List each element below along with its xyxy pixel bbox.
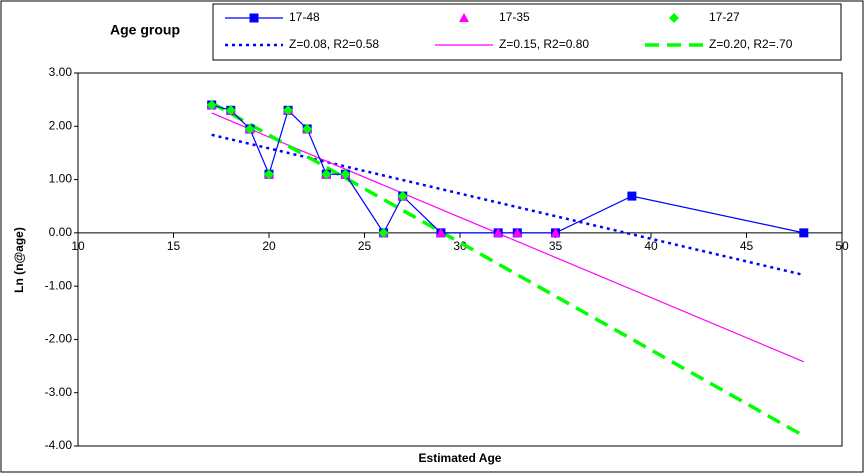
data-point [340, 169, 351, 180]
series-line [211, 104, 804, 235]
data-point [206, 99, 217, 110]
x-tick-label: 50 [835, 239, 849, 253]
legend-marker [669, 13, 679, 23]
legend-box [212, 3, 842, 61]
legend-label: 17-48 [289, 10, 320, 24]
data-point [435, 227, 446, 237]
y-tick-label: -4.00 [45, 438, 73, 452]
data-point [264, 169, 274, 180]
y-tick-label: 1.00 [49, 172, 73, 186]
data-point [225, 105, 236, 116]
legend-marker [459, 13, 469, 22]
plot-area [77, 72, 843, 447]
x-axis-title: Estimated Age [419, 451, 502, 465]
legend-label: Z=0.15, R2=0.80 [499, 37, 589, 51]
y-tick-label: 2.00 [49, 118, 73, 132]
data-point [512, 227, 523, 237]
legend-label: 17-27 [709, 10, 740, 24]
legend-marker [249, 13, 259, 23]
data-point [321, 169, 332, 180]
trendline [211, 112, 805, 363]
data-point [378, 227, 389, 238]
x-tick-label: 20 [262, 239, 276, 253]
data-point [799, 228, 809, 238]
data-point [302, 123, 313, 134]
y-tick-label: -3.00 [45, 385, 73, 399]
x-tick-label: 35 [549, 239, 563, 253]
x-tick-label: 10 [71, 239, 85, 253]
data-point [493, 227, 504, 237]
data-point [397, 191, 408, 202]
y-tick-label: 0.00 [49, 225, 73, 239]
trendline [210, 101, 805, 438]
data-point [627, 191, 637, 201]
legend-label: Z=0.08, R2=0.58 [289, 37, 379, 51]
data-point [244, 123, 255, 134]
x-tick-label: 15 [167, 239, 181, 253]
legend-title: Age group [110, 22, 180, 38]
data-point [550, 227, 561, 237]
legend-label: Z=0.20, R2=.70 [709, 37, 793, 51]
x-tick-label: 45 [740, 239, 754, 253]
legend-label: 17-35 [499, 10, 530, 24]
x-tick-label: 25 [358, 239, 372, 253]
data-point [283, 105, 294, 116]
y-tick-label: -2.00 [45, 332, 73, 346]
y-tick-label: 3.00 [49, 65, 73, 79]
x-tick-label: 40 [644, 239, 658, 253]
y-tick-label: -1.00 [45, 278, 73, 292]
y-axis-title: Ln (n@age) [12, 227, 26, 293]
